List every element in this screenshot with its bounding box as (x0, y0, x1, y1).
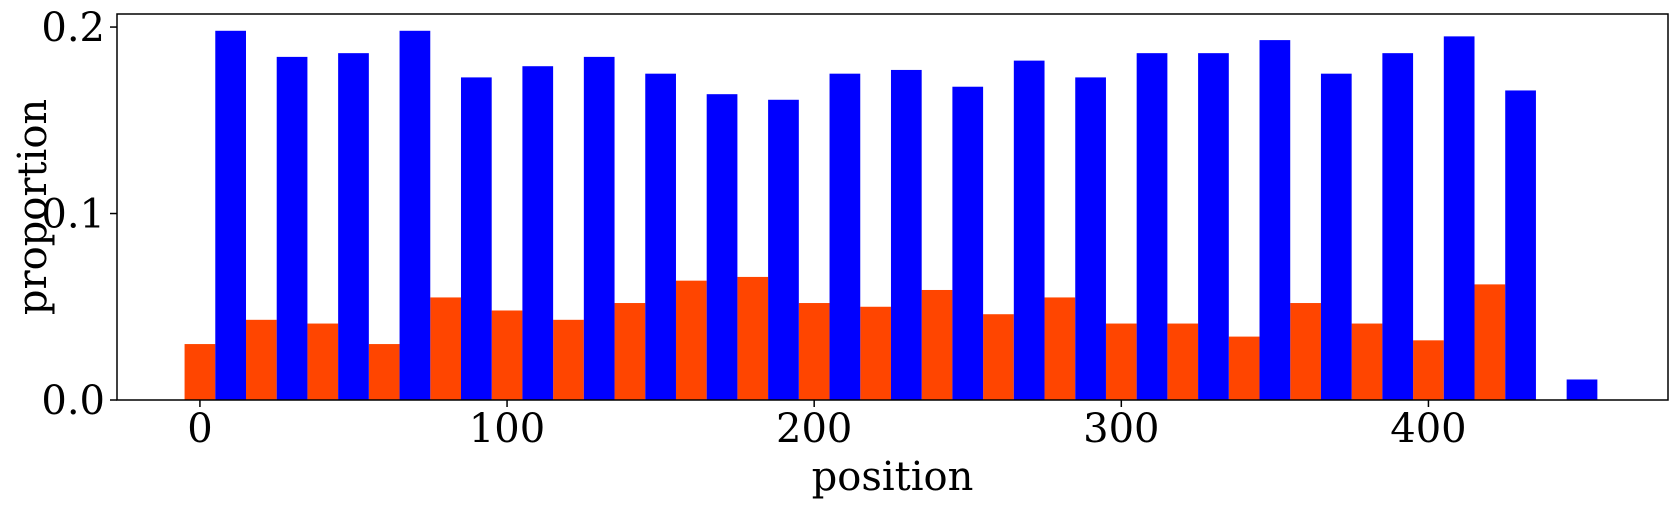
bar-series1-9 (737, 276, 769, 400)
bar-series2-22 (1566, 379, 1598, 400)
x-tick-label: 300 (1083, 406, 1159, 452)
bar-series2-11 (890, 69, 922, 401)
bar-series2-2 (338, 53, 369, 400)
bar-series2-8 (706, 94, 738, 400)
bar-series2-17 (1259, 40, 1291, 400)
bar-series2-21 (1505, 90, 1536, 401)
bar-series1-12 (921, 289, 953, 400)
bar-series2-7 (645, 73, 676, 400)
bar-series1-16 (1167, 323, 1199, 400)
y-axis-label: proportion (10, 99, 56, 315)
bar-series1-11 (860, 306, 891, 400)
y-tick-label: 0.0 (41, 378, 105, 424)
x-axis-ticks: 0 100 200 300 400 (187, 400, 1467, 452)
bar-series2-5 (522, 66, 554, 401)
bar-series1-4 (430, 297, 461, 400)
bar-series1-20 (1413, 340, 1444, 400)
bar-series1-13 (983, 314, 1014, 400)
bar-series1-15 (1105, 323, 1137, 400)
bar-series2-4 (460, 77, 492, 400)
bar-series1-7 (614, 303, 646, 400)
bar-series1-14 (1044, 297, 1076, 400)
bar-series2-12 (952, 86, 984, 400)
x-tick-label: 200 (776, 406, 852, 452)
bar-series2-20 (1443, 36, 1475, 401)
y-tick-label: 0.2 (41, 5, 105, 51)
bar-series1-18 (1290, 303, 1321, 400)
bar-series2-19 (1382, 53, 1414, 400)
x-tick-label: 400 (1390, 406, 1466, 452)
bars-layer (184, 30, 1598, 401)
bar-series2-18 (1320, 73, 1352, 400)
bar-series2-10 (829, 73, 861, 400)
bar-series2-1 (276, 56, 308, 401)
bar-series2-9 (768, 99, 799, 401)
bar-series2-15 (1136, 53, 1168, 400)
x-tick-label: 0 (187, 406, 212, 452)
plot-area-frame (116, 13, 1669, 401)
bar-series2-13 (1013, 60, 1045, 401)
bar-series1-0 (184, 344, 216, 400)
bar-series2-16 (1198, 53, 1229, 400)
bar-series1-10 (798, 303, 830, 400)
bar-series1-2 (307, 323, 339, 400)
bar-series1-8 (675, 280, 707, 400)
bar-series1-17 (1228, 336, 1260, 400)
bar-series1-19 (1351, 323, 1383, 400)
bar-series2-14 (1075, 77, 1106, 400)
bar-series2-0 (215, 30, 246, 401)
y-axis-ticks: 0.0 0.1 0.2 (41, 5, 117, 424)
x-tick-label: 100 (469, 406, 545, 452)
bar-series1-3 (368, 344, 400, 400)
x-axis-label: position (812, 454, 974, 500)
bar-series2-6 (583, 56, 615, 401)
bar-series1-5 (491, 310, 523, 400)
bar-series1-21 (1474, 284, 1506, 400)
y-tick-label: 0.1 (41, 192, 105, 238)
bar-series2-3 (399, 30, 431, 401)
bar-series1-1 (245, 319, 277, 400)
bar-series1-6 (553, 319, 584, 400)
